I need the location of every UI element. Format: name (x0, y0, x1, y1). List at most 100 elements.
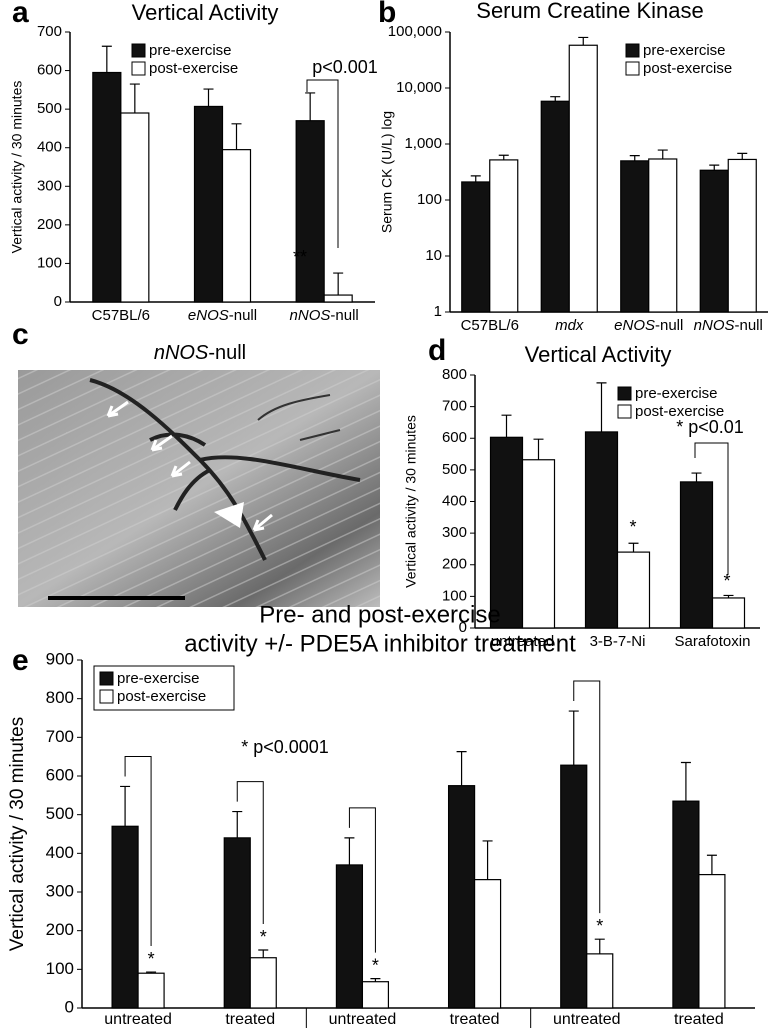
bar (699, 169, 729, 313)
error-bar (578, 36, 589, 46)
error-bar (129, 83, 140, 113)
x-tick-label: treated (674, 1011, 724, 1028)
bar (727, 158, 757, 313)
legend-box (612, 381, 752, 425)
y-tick-label: 0 (54, 293, 62, 310)
bar (521, 459, 556, 629)
error-bar (101, 45, 112, 73)
y-tick-label: 500 (46, 804, 74, 823)
error-bar (456, 751, 467, 786)
legend-label: post-exercise (643, 60, 732, 77)
error-bar (533, 438, 544, 460)
panel-label: c (12, 318, 29, 351)
bar (698, 873, 726, 1009)
y-tick-label: 900 (46, 649, 74, 668)
error-bar (628, 542, 639, 553)
legend-label: post-exercise (149, 60, 238, 77)
bracket (306, 79, 339, 248)
error-bar (706, 854, 717, 875)
error-bar (629, 155, 640, 161)
error-bar (333, 272, 344, 296)
bar (584, 431, 619, 629)
legend-swatch (625, 61, 640, 76)
error-bar (737, 152, 748, 160)
bar (586, 953, 614, 1009)
bar (111, 825, 139, 1009)
y-tick-label: 600 (442, 429, 467, 446)
bracket (124, 755, 152, 947)
bar (616, 551, 651, 629)
annotation: * (596, 916, 603, 936)
x-tick-label: untreated (329, 1011, 397, 1028)
error-bar (344, 837, 355, 865)
bar (137, 972, 165, 1009)
bar (335, 864, 364, 1009)
error-bar (231, 123, 242, 150)
error-bar (596, 382, 607, 432)
chart-title: activity +/- PDE5A inhibitor treatment (184, 630, 576, 657)
bracket (694, 442, 729, 575)
y-tick-label: 600 (37, 62, 62, 79)
bar (447, 785, 476, 1009)
legend-box (620, 38, 760, 82)
error-bar (203, 88, 214, 107)
legend-label: post-exercise (635, 403, 724, 420)
error-bar (501, 414, 512, 438)
annotation: * (723, 571, 730, 591)
bar (489, 159, 519, 313)
bar (295, 120, 325, 303)
x-tick-label: C57BL/6 (92, 307, 150, 324)
legend-swatch (625, 43, 640, 58)
y-axis-label: Vertical activity / 30 minutes (403, 415, 419, 588)
bar (540, 100, 570, 313)
y-tick-label: 400 (37, 139, 62, 156)
error-bar (120, 785, 131, 827)
legend-label: post-exercise (117, 688, 206, 705)
x-tick-label: C57BL/6 (461, 317, 519, 334)
annotation: * p<0.0001 (241, 737, 329, 757)
y-tick-label: 300 (46, 881, 74, 900)
x-tick-label: untreated (104, 1011, 172, 1028)
bracket (348, 807, 376, 953)
y-tick-label: 100 (46, 959, 74, 978)
error-bar (482, 840, 493, 880)
bar (620, 160, 650, 313)
y-tick-label: 100 (417, 191, 442, 208)
chart-title: Pre- and post-exercise (259, 601, 500, 628)
error-bar (657, 149, 668, 159)
chart-title: nNOS-null (154, 342, 246, 364)
x-tick-label: nNOS-null (290, 307, 359, 324)
bar (560, 764, 588, 1009)
y-tick-label: 100 (37, 254, 62, 271)
error-bar (232, 810, 243, 838)
bar (361, 981, 390, 1009)
annotation: ** (293, 247, 307, 267)
bar (249, 957, 277, 1009)
chart-title: Vertical Activity (525, 342, 672, 367)
bar (120, 112, 150, 303)
legend-swatch (617, 386, 632, 401)
y-axis-label: Vertical activity / 30 minutes (9, 81, 25, 254)
legend-swatch (131, 61, 146, 76)
y-tick-label: 700 (442, 398, 467, 415)
x-tick-label: untreated (553, 1011, 621, 1028)
legend-box (93, 665, 235, 711)
bar (473, 879, 502, 1009)
annotation: * (260, 927, 267, 947)
bar (568, 44, 598, 313)
bar (92, 71, 122, 303)
legend-box (126, 38, 266, 82)
legend-swatch (131, 43, 146, 58)
bar (223, 837, 251, 1009)
y-tick-label: 300 (442, 524, 467, 541)
bracket (236, 781, 264, 924)
error-bar (146, 971, 157, 974)
annotation: p<0.001 (312, 57, 378, 77)
error-bar (680, 761, 691, 802)
error-bar (498, 154, 509, 160)
x-tick-label: eNOS-null (614, 317, 683, 334)
y-tick-label: 400 (442, 492, 467, 509)
y-axis-label: Vertical activity / 30 minutes (7, 717, 28, 951)
y-tick-label: 0 (459, 619, 467, 636)
